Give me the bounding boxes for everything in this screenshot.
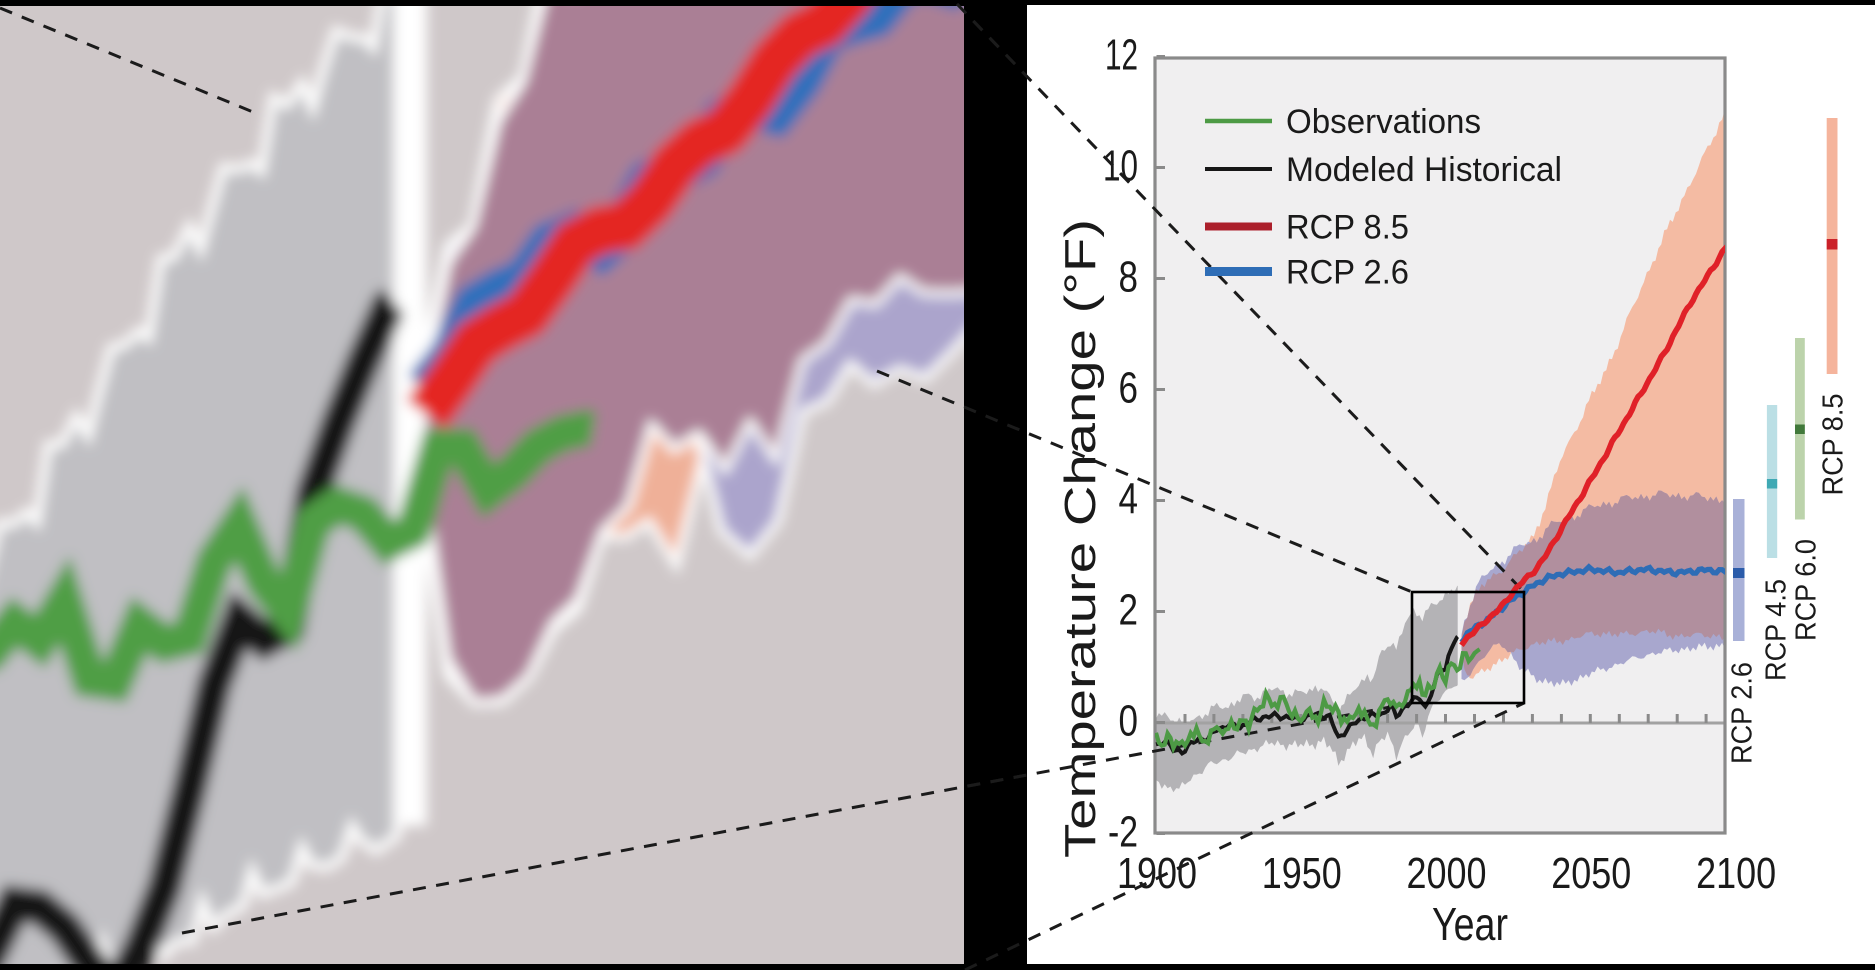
svg-text:0: 0	[1119, 697, 1139, 746]
svg-text:Year: Year	[1432, 898, 1508, 950]
svg-text:RCP 2.6: RCP 2.6	[1727, 662, 1759, 764]
svg-text:4: 4	[1119, 475, 1139, 524]
svg-text:RCP 6.0: RCP 6.0	[1791, 539, 1823, 641]
svg-text:-2: -2	[1108, 808, 1138, 857]
svg-text:RCP 4.5: RCP 4.5	[1761, 579, 1793, 681]
svg-text:1900: 1900	[1117, 849, 1197, 898]
svg-text:RCP 8.5: RCP 8.5	[1286, 209, 1409, 247]
svg-text:6: 6	[1119, 364, 1139, 413]
svg-text:2050: 2050	[1551, 849, 1631, 898]
svg-text:Observations: Observations	[1286, 103, 1481, 141]
svg-text:10: 10	[1103, 142, 1138, 191]
svg-text:2100: 2100	[1696, 849, 1776, 898]
svg-text:RCP 2.6: RCP 2.6	[1286, 254, 1409, 292]
svg-text:Temperature Change (°F): Temperature Change (°F)	[1056, 219, 1105, 858]
svg-text:1950: 1950	[1262, 849, 1342, 898]
svg-text:2: 2	[1119, 586, 1139, 635]
svg-text:2000: 2000	[1407, 849, 1487, 898]
svg-text:RCP 8.5: RCP 8.5	[1818, 394, 1850, 496]
svg-text:12: 12	[1105, 31, 1138, 80]
svg-text:8: 8	[1119, 253, 1139, 302]
svg-text:Modeled Historical: Modeled Historical	[1286, 151, 1562, 189]
